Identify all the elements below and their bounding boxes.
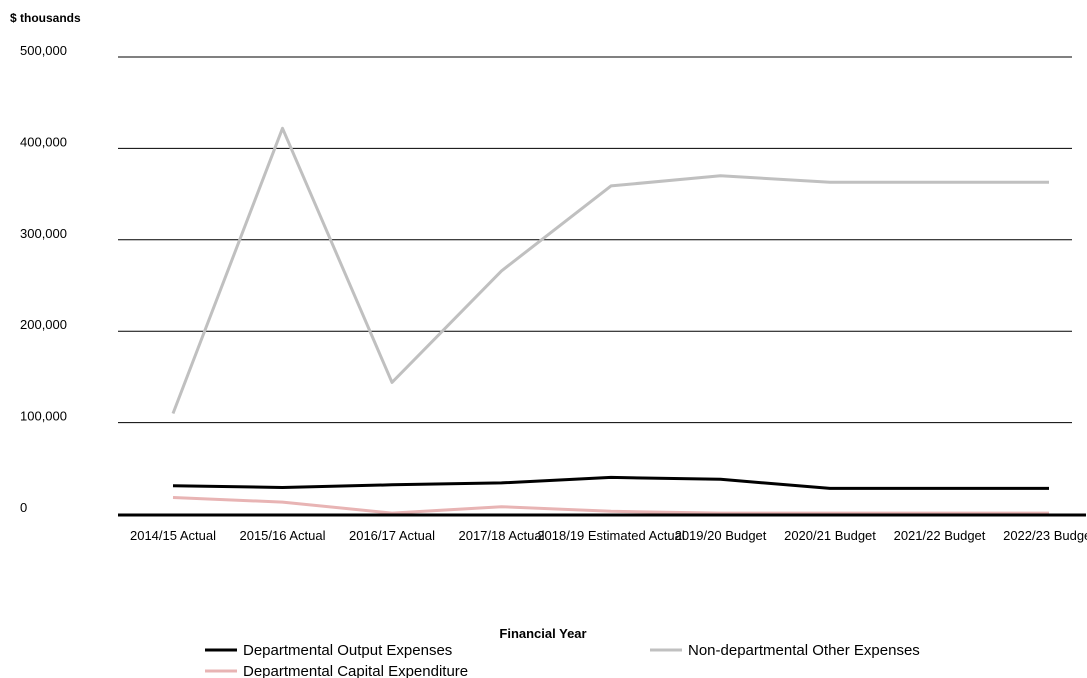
x-tick-label: 2019/20 Budget <box>675 528 767 543</box>
legend: Departmental Output Expenses Non-departme… <box>205 642 920 678</box>
legend-label: Departmental Capital Expenditure <box>243 663 468 678</box>
series-line-1 <box>172 475 1049 490</box>
legend-label: Non-departmental Other Expenses <box>688 642 920 659</box>
series-line-2 <box>171 126 1049 415</box>
x-tick-label: 2018/19 Estimated Actual <box>537 528 685 543</box>
series-lines <box>171 126 1049 515</box>
series-line-3 <box>172 496 1049 515</box>
y-tick-label: 0 <box>20 500 27 515</box>
x-tick-label: 2020/21 Budget <box>784 528 876 543</box>
y-tick-label: 400,000 <box>20 134 67 149</box>
gridlines <box>118 56 1072 424</box>
x-tick-label: 2015/16 Actual <box>239 528 325 543</box>
y-tick-label: 500,000 <box>20 43 67 58</box>
x-tick-label: 2017/18 Actual <box>458 528 544 543</box>
x-tick-label: 2016/17 Actual <box>349 528 435 543</box>
x-tick-labels: 2014/15 Actual 2015/16 Actual 2016/17 Actu… <box>130 528 1087 543</box>
legend-label: Departmental Output Expenses <box>243 642 452 659</box>
y-tick-label: 100,000 <box>20 409 67 424</box>
y-tick-label: 200,000 <box>20 317 67 332</box>
x-axis-title: Financial Year <box>499 626 586 641</box>
x-tick-label: 2022/23 Budget <box>1003 528 1087 543</box>
y-tick-labels: 0 100,000 200,000 300,000 400,000 500,000 <box>20 43 67 515</box>
x-tick-label: 2021/22 Budget <box>894 528 986 543</box>
y-tick-label: 300,000 <box>20 226 67 241</box>
x-tick-label: 2014/15 Actual <box>130 528 216 543</box>
y-axis-title: $ thousands <box>10 11 81 25</box>
